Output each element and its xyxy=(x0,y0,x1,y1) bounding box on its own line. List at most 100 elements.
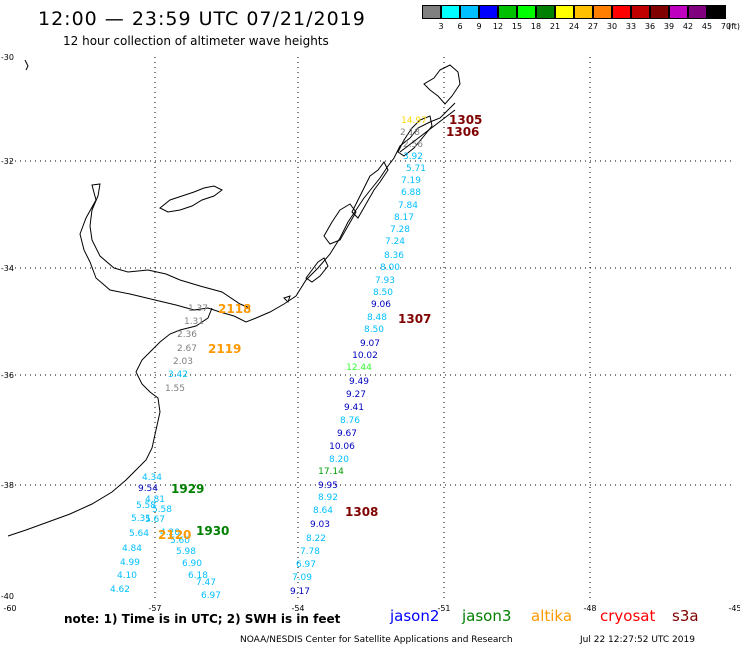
legend-swatch xyxy=(536,5,555,19)
legend-label: 21 xyxy=(549,22,561,31)
legend-swatch xyxy=(441,5,460,19)
wave-height-value: 2.56 xyxy=(403,140,423,150)
legend-swatch xyxy=(612,5,631,19)
lagoon-outline xyxy=(305,64,461,283)
wave-height-value: 4.81 xyxy=(145,495,165,505)
wave-height-value: 7.28 xyxy=(390,225,410,235)
wave-height-value: 1.37 xyxy=(188,304,208,314)
legend-label: 9 xyxy=(476,22,482,31)
pass-number: 1306 xyxy=(446,125,479,139)
wave-height-value: 4.20 xyxy=(160,528,180,538)
wave-height-value: 6.97 xyxy=(201,591,221,601)
wave-height-value: 4.10 xyxy=(117,571,137,581)
wave-height-value: 7.84 xyxy=(398,201,418,211)
wave-height-value: 8.36 xyxy=(384,251,404,261)
wave-height-value: 4.34 xyxy=(142,473,162,483)
legend-swatch xyxy=(688,5,707,19)
wave-height-value: 2.18 xyxy=(400,128,420,138)
wave-height-value: 5.67 xyxy=(145,515,165,525)
wave-height-value: 5.71 xyxy=(406,164,426,174)
wave-height-value: 9.54 xyxy=(138,484,158,494)
pass-number: 2118 xyxy=(218,302,251,316)
legend-swatch xyxy=(650,5,669,19)
pass-number: 2120 xyxy=(158,528,191,542)
wave-height-value: 6.18 xyxy=(188,571,208,581)
wave-height-value: 10.02 xyxy=(352,351,378,361)
satellite-s3a: s3a xyxy=(672,607,699,625)
wave-height-value: 6.97 xyxy=(296,560,316,570)
satellite-altika: altika xyxy=(531,607,573,625)
lat-label: -32 xyxy=(1,157,14,166)
lon-label: -60 xyxy=(3,604,16,613)
wave-height-value: 4.99 xyxy=(120,558,140,568)
pass-number: 1308 xyxy=(345,505,378,519)
pass-number: 1930 xyxy=(196,524,229,538)
lat-lon-grid xyxy=(10,57,735,600)
wave-height-value: 8.48 xyxy=(367,313,387,323)
lat-label: -38 xyxy=(1,481,14,490)
wave-height-value: 8.76 xyxy=(340,416,360,426)
wave-height-value: 7.47 xyxy=(196,578,216,588)
wave-height-value: 9.67 xyxy=(337,429,357,439)
satellite-jason2: jason2 xyxy=(390,607,440,625)
legend-swatch xyxy=(555,5,574,19)
wave-height-value: 8.20 xyxy=(329,455,349,465)
wave-height-value: 4.62 xyxy=(110,585,130,595)
lon-label: -51 xyxy=(437,604,450,613)
wave-height-value: 8.17 xyxy=(394,213,414,223)
lon-label: -45 xyxy=(728,604,740,613)
wave-height-value: 9.49 xyxy=(349,377,369,387)
wave-height-value: 3.92 xyxy=(403,152,423,162)
wave-height-value: 4.84 xyxy=(122,544,142,554)
legend-swatch xyxy=(517,5,536,19)
small-island-2 xyxy=(283,295,291,303)
legend-swatch xyxy=(593,5,612,19)
wave-height-value: 9.27 xyxy=(346,390,366,400)
legend-label: 27 xyxy=(587,22,599,31)
legend-label: 39 xyxy=(663,22,675,31)
wave-height-value: 8.00 xyxy=(380,263,400,273)
wave-height-value: 8.50 xyxy=(373,288,393,298)
wave-height-value: 8.50 xyxy=(364,325,384,335)
wave-height-value: 9.41 xyxy=(344,403,364,413)
wave-height-value: 9.95 xyxy=(318,481,338,491)
legend-swatch xyxy=(498,5,517,19)
wave-height-value: 9.17 xyxy=(290,587,310,597)
wave-height-value: 8.64 xyxy=(313,506,333,516)
legend-unit: (ft) xyxy=(728,22,740,31)
legend-swatch xyxy=(669,5,688,19)
pass-number: 1929 xyxy=(171,482,204,496)
satellite-jason3: jason3 xyxy=(462,607,512,625)
legend-label: 36 xyxy=(644,22,656,31)
legend-label: 42 xyxy=(682,22,694,31)
pass-number: 1305 xyxy=(449,113,482,127)
wave-height-value: 7.24 xyxy=(385,237,405,247)
small-island xyxy=(24,59,29,71)
wave-height-value: 14.97 xyxy=(401,116,427,126)
wave-height-value: 2.67 xyxy=(177,344,197,354)
wave-height-value: 6.88 xyxy=(401,188,421,198)
legend-swatch xyxy=(707,5,726,19)
lon-label: -48 xyxy=(583,604,596,613)
timestamp: Jul 22 12:27:52 UTC 2019 xyxy=(580,635,695,645)
pass-number: 2119 xyxy=(208,342,241,356)
wave-height-value: 9.07 xyxy=(360,339,380,349)
legend-label: 33 xyxy=(625,22,637,31)
legend-label: 18 xyxy=(530,22,542,31)
lon-label: -54 xyxy=(291,604,304,613)
lat-label: -40 xyxy=(1,592,14,601)
wave-height-value: 9.03 xyxy=(310,520,330,530)
axis-labels: -30 -32 -34 -36 -38 -40 -60 -57 -54 -51 -48 -45 xyxy=(1,53,740,613)
wave-height-value: 5.64 xyxy=(129,529,149,539)
wave-height-value: 17.14 xyxy=(318,467,344,477)
wave-height-value: 2.03 xyxy=(173,357,193,367)
wave-height-value: 5.60 xyxy=(170,536,190,546)
map-subtitle: 12 hour collection of altimeter wave hei… xyxy=(63,34,329,48)
river xyxy=(159,185,223,213)
legend-swatch xyxy=(422,5,441,19)
lon-label: -57 xyxy=(148,604,161,613)
wave-height-value: 5.58 xyxy=(152,505,172,515)
